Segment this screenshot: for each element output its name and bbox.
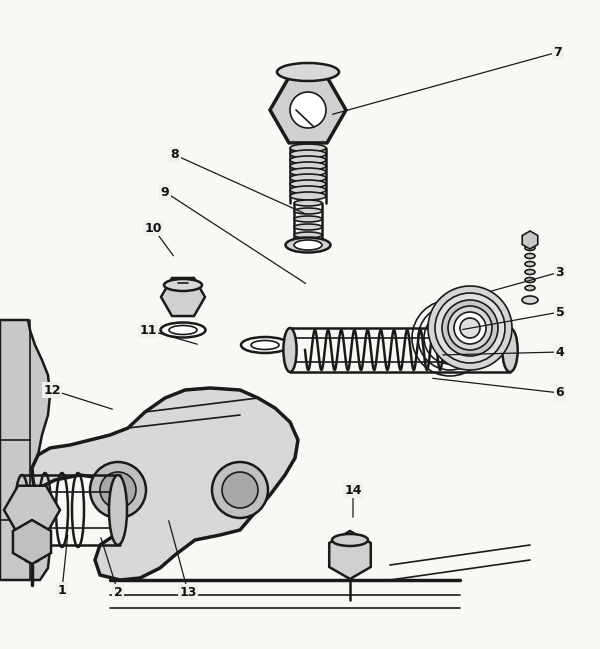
Text: 12: 12 <box>43 384 61 397</box>
Text: 11: 11 <box>139 323 157 336</box>
Ellipse shape <box>525 286 535 291</box>
Ellipse shape <box>290 156 326 164</box>
Text: 5: 5 <box>556 306 565 319</box>
Circle shape <box>222 472 258 508</box>
Text: 9: 9 <box>161 186 169 199</box>
Polygon shape <box>161 278 205 316</box>
Text: 2: 2 <box>113 585 122 598</box>
Text: 14: 14 <box>344 484 362 496</box>
Text: 13: 13 <box>179 585 197 598</box>
Text: 4: 4 <box>556 345 565 358</box>
Text: 10: 10 <box>144 221 162 234</box>
Circle shape <box>290 92 326 128</box>
Ellipse shape <box>332 534 368 546</box>
Ellipse shape <box>290 180 326 188</box>
Ellipse shape <box>15 475 29 545</box>
Ellipse shape <box>283 328 296 372</box>
Circle shape <box>435 293 505 363</box>
Polygon shape <box>522 231 538 249</box>
Ellipse shape <box>522 296 538 304</box>
Ellipse shape <box>525 278 535 282</box>
Circle shape <box>448 306 492 350</box>
Ellipse shape <box>294 224 322 230</box>
Ellipse shape <box>251 341 279 350</box>
Ellipse shape <box>109 475 127 545</box>
Ellipse shape <box>525 245 535 251</box>
Ellipse shape <box>290 144 326 152</box>
Ellipse shape <box>290 162 326 170</box>
Ellipse shape <box>25 548 39 552</box>
Ellipse shape <box>277 63 339 81</box>
Ellipse shape <box>25 537 39 543</box>
Polygon shape <box>0 320 50 580</box>
Polygon shape <box>32 388 298 580</box>
Polygon shape <box>329 531 371 579</box>
Ellipse shape <box>502 328 518 372</box>
Circle shape <box>428 286 512 370</box>
Circle shape <box>460 318 480 338</box>
Circle shape <box>454 312 486 344</box>
Ellipse shape <box>169 326 197 334</box>
Text: 8: 8 <box>170 149 179 162</box>
Ellipse shape <box>294 208 322 214</box>
Text: 1: 1 <box>58 583 67 596</box>
Ellipse shape <box>294 232 322 238</box>
Circle shape <box>90 462 146 518</box>
Polygon shape <box>13 520 51 564</box>
Polygon shape <box>270 77 346 143</box>
Circle shape <box>100 472 136 508</box>
Polygon shape <box>4 485 60 534</box>
Circle shape <box>442 300 498 356</box>
Text: 3: 3 <box>556 265 565 278</box>
Ellipse shape <box>525 254 535 258</box>
Ellipse shape <box>25 557 39 563</box>
Text: 6: 6 <box>556 387 565 400</box>
Ellipse shape <box>294 240 322 250</box>
Ellipse shape <box>290 174 326 182</box>
Ellipse shape <box>290 192 326 200</box>
Ellipse shape <box>164 279 202 291</box>
Ellipse shape <box>286 238 331 252</box>
Ellipse shape <box>290 186 326 194</box>
Circle shape <box>212 462 268 518</box>
Ellipse shape <box>290 168 326 176</box>
Ellipse shape <box>290 150 326 158</box>
Ellipse shape <box>525 269 535 275</box>
Ellipse shape <box>525 262 535 267</box>
Text: 7: 7 <box>554 45 562 58</box>
Ellipse shape <box>294 216 322 222</box>
Ellipse shape <box>294 200 322 206</box>
